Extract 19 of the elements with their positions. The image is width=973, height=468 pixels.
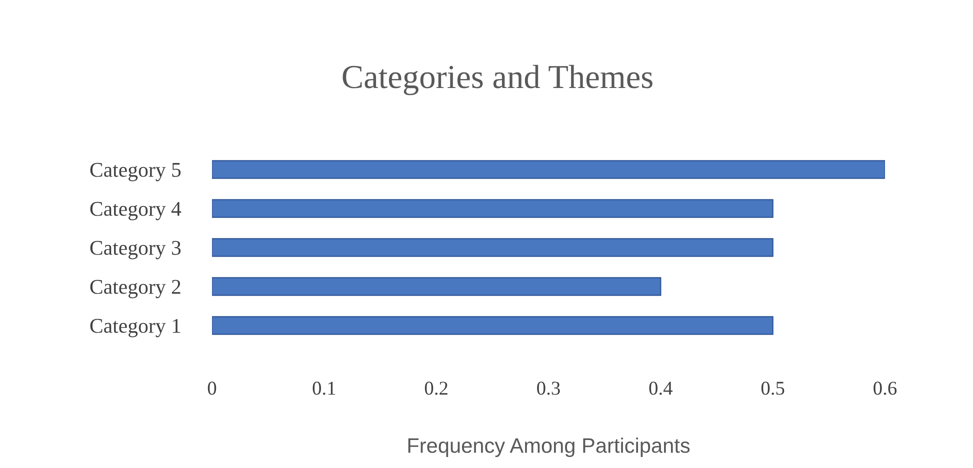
bar [212,316,774,335]
x-tick-label: 0 [208,382,216,395]
y-tick-label: Category 5 [90,162,181,182]
x-tick-label: 0.1 [312,382,336,395]
x-tick-label: 0.3 [537,382,560,395]
y-tick-label: Category 4 [90,202,182,220]
bar [212,277,662,296]
chart-title: Categories and Themes [342,64,652,96]
x-tick-label: 0.5 [761,382,784,395]
y-tick-label: Category 2 [90,280,180,298]
y-tick-label: Category 3 [90,240,181,260]
x-tick-label: 0.2 [424,382,448,395]
x-tick-label: 0.4 [649,382,673,395]
x-tick-label: 0.6 [874,382,897,395]
bar [212,238,774,257]
bar [212,160,885,179]
x-axis-title: Frequency Among Participants [408,438,690,458]
bar [212,199,774,218]
y-tick-label: Category 1 [90,318,180,338]
